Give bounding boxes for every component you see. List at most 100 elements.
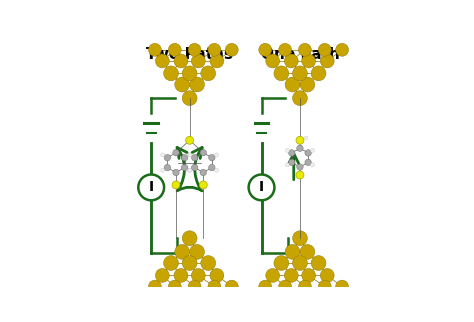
Circle shape xyxy=(191,269,205,282)
Circle shape xyxy=(289,150,295,156)
Circle shape xyxy=(188,153,192,157)
Circle shape xyxy=(279,280,292,293)
Circle shape xyxy=(310,148,314,152)
Circle shape xyxy=(319,280,331,293)
Circle shape xyxy=(164,256,178,270)
Circle shape xyxy=(188,280,201,293)
Circle shape xyxy=(188,43,201,56)
Circle shape xyxy=(284,269,298,282)
Circle shape xyxy=(191,155,198,161)
Circle shape xyxy=(249,175,274,200)
Circle shape xyxy=(285,244,300,259)
Circle shape xyxy=(164,155,171,161)
Circle shape xyxy=(284,54,298,68)
Circle shape xyxy=(199,181,207,189)
Circle shape xyxy=(259,280,272,293)
Circle shape xyxy=(182,231,197,246)
Circle shape xyxy=(225,280,238,293)
Circle shape xyxy=(191,164,198,171)
Circle shape xyxy=(164,66,178,81)
Circle shape xyxy=(172,181,180,189)
Circle shape xyxy=(210,269,224,282)
Circle shape xyxy=(266,269,280,282)
Circle shape xyxy=(173,149,179,156)
Circle shape xyxy=(292,91,308,106)
Circle shape xyxy=(320,269,334,282)
Circle shape xyxy=(190,244,204,259)
Circle shape xyxy=(174,269,188,282)
Circle shape xyxy=(208,43,221,56)
Circle shape xyxy=(320,54,334,68)
Circle shape xyxy=(209,155,215,161)
Circle shape xyxy=(210,54,224,68)
Circle shape xyxy=(188,168,192,172)
Circle shape xyxy=(182,155,188,161)
Text: Two Paths: Two Paths xyxy=(146,47,233,62)
Circle shape xyxy=(201,256,216,270)
Text: One Path: One Path xyxy=(261,47,339,62)
Circle shape xyxy=(297,164,303,170)
Circle shape xyxy=(304,136,308,139)
Circle shape xyxy=(300,244,315,259)
Circle shape xyxy=(289,159,295,166)
Circle shape xyxy=(305,159,311,166)
Circle shape xyxy=(266,54,280,68)
Circle shape xyxy=(301,54,316,68)
Circle shape xyxy=(161,168,164,172)
Circle shape xyxy=(182,164,188,171)
Circle shape xyxy=(299,280,311,293)
Circle shape xyxy=(285,77,300,92)
Circle shape xyxy=(168,280,181,293)
Circle shape xyxy=(299,43,311,56)
Circle shape xyxy=(186,136,193,144)
Circle shape xyxy=(148,43,161,56)
Circle shape xyxy=(274,66,289,81)
Circle shape xyxy=(311,66,326,81)
Circle shape xyxy=(148,280,161,293)
Circle shape xyxy=(292,66,308,81)
Circle shape xyxy=(191,54,205,68)
Circle shape xyxy=(155,269,169,282)
Circle shape xyxy=(215,153,219,157)
Circle shape xyxy=(292,231,308,246)
Circle shape xyxy=(182,66,197,81)
Circle shape xyxy=(292,256,308,270)
Circle shape xyxy=(300,77,315,92)
Circle shape xyxy=(296,136,304,144)
Circle shape xyxy=(174,54,188,68)
Circle shape xyxy=(138,175,164,200)
Circle shape xyxy=(201,66,216,81)
Circle shape xyxy=(311,256,326,270)
Circle shape xyxy=(259,43,272,56)
Circle shape xyxy=(187,153,191,157)
Circle shape xyxy=(215,168,219,172)
Text: I: I xyxy=(259,180,264,194)
Circle shape xyxy=(182,256,197,270)
Text: I: I xyxy=(149,180,154,194)
Circle shape xyxy=(175,77,190,92)
Circle shape xyxy=(175,244,190,259)
Circle shape xyxy=(297,145,303,151)
Circle shape xyxy=(305,150,311,156)
Circle shape xyxy=(285,148,290,152)
Circle shape xyxy=(182,91,197,106)
Circle shape xyxy=(336,43,348,56)
Circle shape xyxy=(301,269,316,282)
Circle shape xyxy=(168,43,181,56)
Circle shape xyxy=(187,168,191,172)
Circle shape xyxy=(285,163,290,167)
Circle shape xyxy=(208,280,221,293)
Circle shape xyxy=(279,43,292,56)
Circle shape xyxy=(319,43,331,56)
Circle shape xyxy=(200,169,207,176)
Circle shape xyxy=(336,280,348,293)
Circle shape xyxy=(274,256,289,270)
Circle shape xyxy=(155,54,169,68)
Circle shape xyxy=(190,77,204,92)
Circle shape xyxy=(173,169,179,176)
Circle shape xyxy=(200,149,207,156)
Circle shape xyxy=(225,43,238,56)
Circle shape xyxy=(164,164,171,171)
Circle shape xyxy=(310,163,314,167)
Circle shape xyxy=(209,164,215,171)
